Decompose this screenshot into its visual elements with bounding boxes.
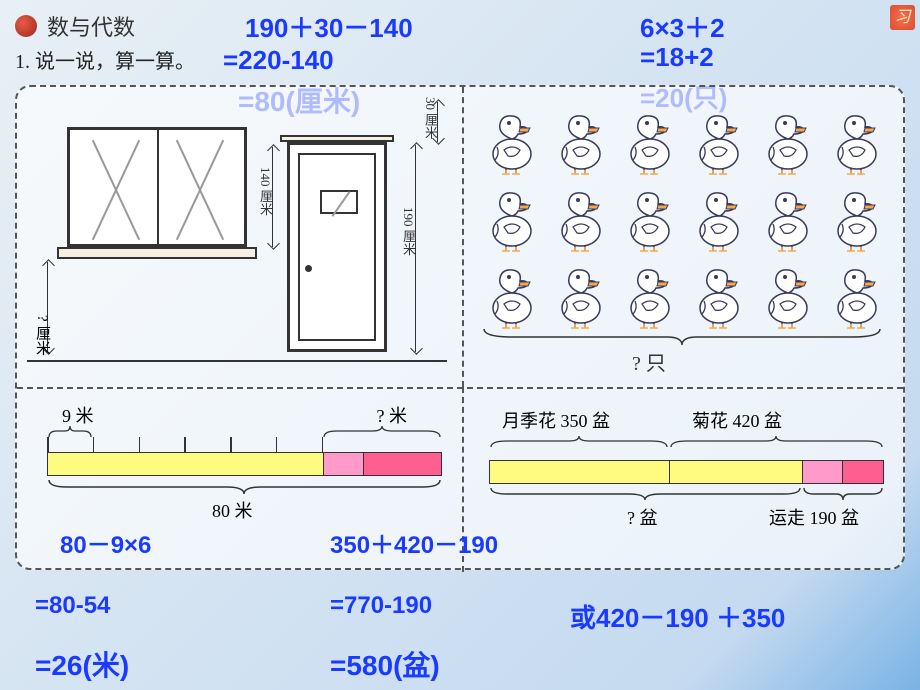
calc3-line2: =80-54 [35, 592, 110, 620]
dim-30: 30 厘米 [421, 97, 440, 139]
bar2-question: ? 盆 [627, 504, 658, 530]
duck-question: ? 只 [632, 347, 666, 376]
bar2-label2: 菊花 420 盆 [692, 407, 782, 433]
calc4-line3: =580(盆) [330, 644, 440, 684]
panels: 140 厘米 190 厘米 30 厘米 ? 厘米 // placeholder … [15, 85, 905, 570]
duck-icon [689, 112, 744, 177]
duck-icon [551, 112, 606, 177]
duck-icon [620, 189, 675, 254]
bar2-moved: 运走 190 盆 [769, 504, 859, 530]
duck-icon [758, 112, 813, 177]
door-scene: 140 厘米 190 厘米 30 厘米 ? 厘米 [27, 97, 447, 377]
brace-b190 [802, 486, 884, 502]
calc4-line1: 350＋420－190 [330, 525, 498, 560]
dim-unknown: ? 厘米 [32, 315, 53, 355]
window-sill [57, 247, 257, 259]
duck-icon [620, 112, 675, 177]
ticks [47, 437, 323, 452]
duck-icon [827, 266, 882, 331]
duck-brace [482, 327, 882, 347]
divider-h [17, 387, 903, 389]
duck-icon [482, 112, 537, 177]
window [67, 127, 247, 247]
calc1-line2: =220-140 [223, 45, 334, 76]
brace-b1 [489, 435, 669, 449]
duck-icon [551, 266, 606, 331]
bar1 [47, 452, 442, 476]
brace-80 [47, 478, 442, 496]
brace-b2 [669, 435, 884, 449]
dim-140: 140 厘米 [256, 167, 275, 216]
bar2 [489, 460, 884, 484]
duck-icon [482, 266, 537, 331]
exercise-title: 1. 说一说，算一算。 [15, 45, 195, 74]
calc2-line1: 6×3＋2 [640, 8, 725, 45]
review-icon: 习 [890, 5, 915, 30]
duck-icon [689, 266, 744, 331]
calc3-line3: =26(米) [35, 644, 129, 684]
duck-icon [689, 189, 744, 254]
section-header: 数与代数 [15, 10, 135, 42]
brace-bq [489, 486, 802, 502]
section-title: 数与代数 [47, 10, 135, 42]
calc3-line1: 80－9×6 [60, 525, 151, 560]
dim-190: 190 厘米 [399, 207, 418, 256]
calc1-line1: 190＋30－140 [245, 8, 413, 45]
door [287, 142, 387, 352]
calc2-line2: =18+2 [640, 42, 714, 73]
duck-icon [758, 266, 813, 331]
bullet-icon [15, 15, 37, 37]
bar2-label1: 月季花 350 盆 [502, 407, 610, 433]
brace-q [322, 425, 442, 439]
calc4-line2: =770-190 [330, 592, 432, 620]
calc5: 或420－190 ＋350 [570, 598, 785, 635]
duck-icon [827, 189, 882, 254]
duck-icon [758, 189, 813, 254]
divider-v1 [462, 87, 464, 387]
duck-grid: // placeholder – ducks rendered below vi… [477, 112, 887, 331]
duck-icon [551, 189, 606, 254]
door-lintel [280, 135, 394, 142]
duck-icon [827, 112, 882, 177]
duck-icon [620, 266, 675, 331]
bar1-total: 80 米 [212, 497, 253, 523]
ground-line [27, 360, 447, 362]
duck-icon [482, 189, 537, 254]
